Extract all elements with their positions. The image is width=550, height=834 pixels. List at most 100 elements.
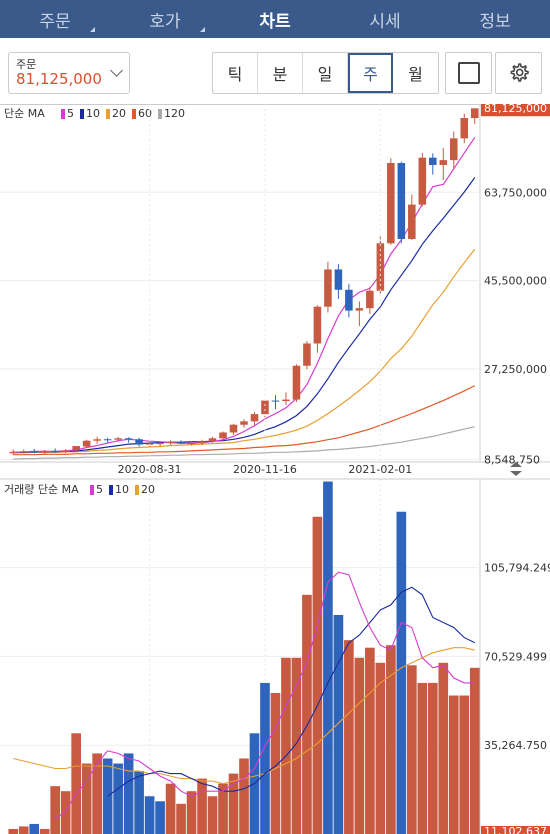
pane-resize-handle[interactable]	[510, 462, 522, 476]
volume-bar	[333, 614, 344, 834]
volume-bar	[39, 828, 50, 834]
tab-market[interactable]: 시세	[330, 0, 440, 38]
current-volume-badge	[481, 826, 550, 834]
candle	[366, 286, 374, 314]
legend-swatch	[135, 485, 139, 495]
candle-body	[166, 442, 175, 444]
legend-swatch	[109, 485, 113, 495]
chevron-down-icon	[110, 64, 123, 77]
volume-bar	[50, 786, 61, 834]
candle-body	[324, 269, 332, 307]
price-tick-label: 8,548,750	[484, 453, 540, 466]
candle-body	[418, 157, 427, 205]
period-minute-button[interactable]: 분	[258, 53, 303, 93]
legend-label: 20	[141, 483, 155, 496]
volume-bar	[92, 753, 102, 834]
settings-button[interactable]	[495, 52, 542, 94]
candle-body	[156, 443, 164, 445]
price-ma5-line	[13, 137, 476, 453]
period-day-button[interactable]: 일	[303, 53, 348, 93]
tab-quote[interactable]: 호가	[110, 0, 220, 38]
order-price-label: 주문	[16, 58, 37, 71]
candle	[240, 419, 248, 428]
volume-bar	[365, 647, 375, 834]
volume-bar	[406, 665, 417, 834]
period-week-button[interactable]: 주	[348, 53, 393, 93]
candle-body	[345, 289, 353, 311]
legend-swatch	[61, 109, 65, 119]
volume-bar	[113, 763, 123, 834]
tab-order-label: 주문	[39, 11, 71, 32]
legend-label: 5	[96, 483, 103, 496]
tab-chart-label: 차트	[259, 11, 291, 32]
candle	[166, 440, 175, 446]
candle	[470, 108, 479, 124]
volume-bar	[155, 801, 165, 834]
tab-order[interactable]: 주문	[0, 0, 110, 38]
candle	[40, 449, 49, 455]
volume-bar	[427, 682, 438, 834]
volume-tick-label: 70,529.499	[484, 650, 547, 663]
candle	[303, 341, 311, 370]
period-month-button[interactable]: 월	[408, 65, 423, 84]
candle-body	[282, 399, 290, 402]
current-volume-label: 11,102.637	[484, 825, 547, 834]
price-tick-label: 45,500,000	[484, 275, 547, 288]
volume-bar	[438, 662, 449, 834]
legend-swatch	[132, 109, 136, 119]
volume-bar	[448, 695, 459, 834]
top-tab-bar: 주문 호가 차트 시세 정보	[0, 0, 550, 38]
period-tick-button[interactable]: 틱	[213, 53, 258, 93]
candle-body	[19, 451, 28, 453]
volume-bar	[81, 763, 92, 834]
order-price-dropdown[interactable]: 주문 81,125,000	[8, 52, 130, 94]
volume-bar	[459, 695, 470, 834]
period-selector: 틱 분 일 주 월	[212, 52, 439, 94]
candle-body	[51, 450, 59, 452]
volume-bar	[386, 645, 396, 834]
legend-label: 120	[164, 107, 185, 120]
candle	[292, 364, 301, 403]
candle-body	[355, 308, 364, 311]
candle	[282, 392, 290, 405]
volume-bar	[469, 667, 480, 834]
candle	[429, 153, 437, 175]
volume-bar	[71, 733, 82, 834]
candle-body	[219, 432, 227, 439]
fullscreen-button[interactable]	[445, 52, 492, 94]
price-tick-label: 63,750,000	[484, 186, 547, 199]
candle	[345, 283, 353, 318]
chart-toolbar: 주문 81,125,000 틱 분 일 주 월	[0, 38, 550, 105]
volume-ma-lines	[13, 571, 476, 820]
legend-label: 60	[138, 107, 152, 120]
candle	[19, 449, 28, 454]
price-legend: 단순 MA 5 10 20 60 120	[4, 107, 185, 120]
tab-chart[interactable]: 차트	[220, 0, 330, 38]
candle-body	[460, 118, 469, 139]
volume-bar	[375, 662, 386, 834]
candle	[439, 148, 448, 180]
volume-bar	[291, 657, 302, 834]
date-tick-label: 2020-08-31	[118, 463, 182, 476]
volume-legend: 거래량 단순 MA 5 10 20	[4, 483, 155, 496]
candle	[387, 158, 395, 245]
tab-info[interactable]: 정보	[440, 0, 550, 38]
candle-body	[124, 438, 133, 440]
candle-body	[271, 400, 280, 402]
volume-tick-label: 105,794.249	[484, 562, 550, 575]
candle-body	[177, 442, 185, 444]
candle-body	[250, 414, 259, 422]
candle-body	[397, 163, 406, 239]
legend-swatch	[158, 109, 162, 119]
volume-bar	[354, 657, 365, 834]
candle-body	[429, 157, 437, 165]
volume-bar	[260, 682, 270, 834]
candle	[334, 264, 343, 299]
candle	[355, 301, 364, 327]
tab-quote-label: 호가	[149, 11, 181, 32]
candle	[418, 152, 427, 207]
volume-bar	[60, 791, 71, 834]
volume-bar	[165, 783, 176, 834]
chart-area[interactable]: 단순 MA 5 10 20 60 120 81,125,000 63,750,000 45,…	[0, 104, 550, 834]
legend-label: 20	[112, 107, 126, 120]
